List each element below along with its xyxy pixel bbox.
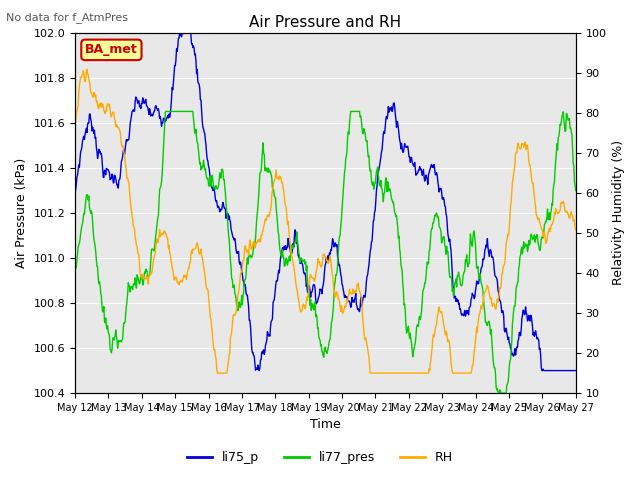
Y-axis label: Air Pressure (kPa): Air Pressure (kPa) bbox=[15, 158, 28, 268]
X-axis label: Time: Time bbox=[310, 419, 340, 432]
Text: No data for f_AtmPres: No data for f_AtmPres bbox=[6, 12, 129, 23]
Y-axis label: Relativity Humidity (%): Relativity Humidity (%) bbox=[612, 140, 625, 286]
Text: BA_met: BA_met bbox=[85, 43, 138, 56]
Title: Air Pressure and RH: Air Pressure and RH bbox=[250, 15, 401, 30]
Legend: li75_p, li77_pres, RH: li75_p, li77_pres, RH bbox=[182, 446, 458, 469]
